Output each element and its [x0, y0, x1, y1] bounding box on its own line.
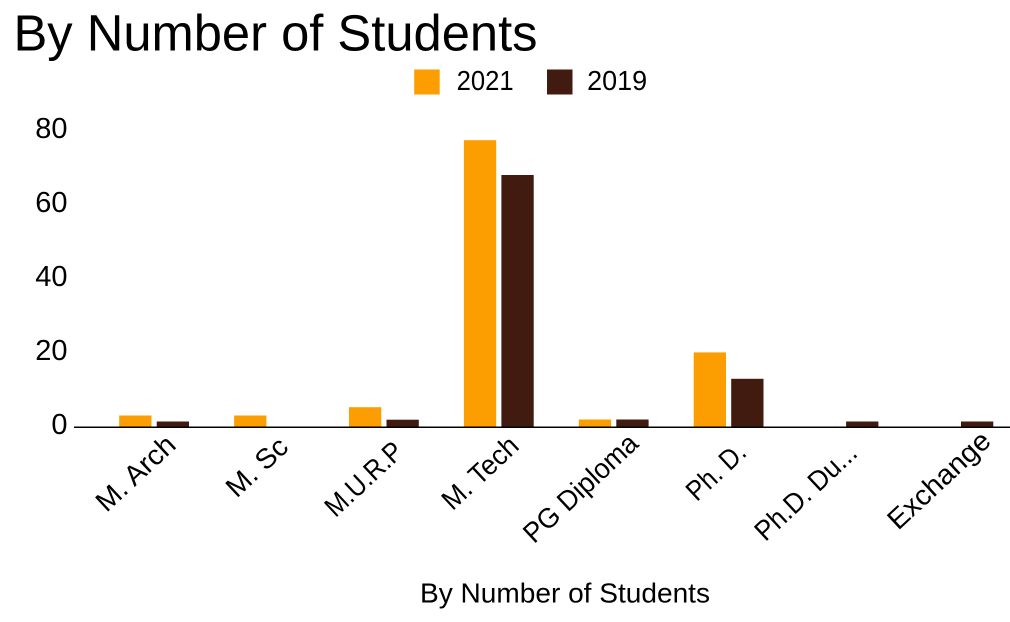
svg-text:2021: 2021	[457, 65, 514, 96]
svg-text:60: 60	[35, 187, 67, 219]
svg-text:80: 80	[35, 113, 67, 145]
svg-text:By Number of Students: By Number of Students	[14, 5, 538, 62]
svg-text:2019: 2019	[587, 65, 647, 96]
svg-text:20: 20	[35, 335, 67, 367]
svg-text:0: 0	[51, 409, 67, 441]
svg-text:40: 40	[35, 261, 67, 293]
svg-text:By Number of Students: By Number of Students	[420, 578, 710, 609]
